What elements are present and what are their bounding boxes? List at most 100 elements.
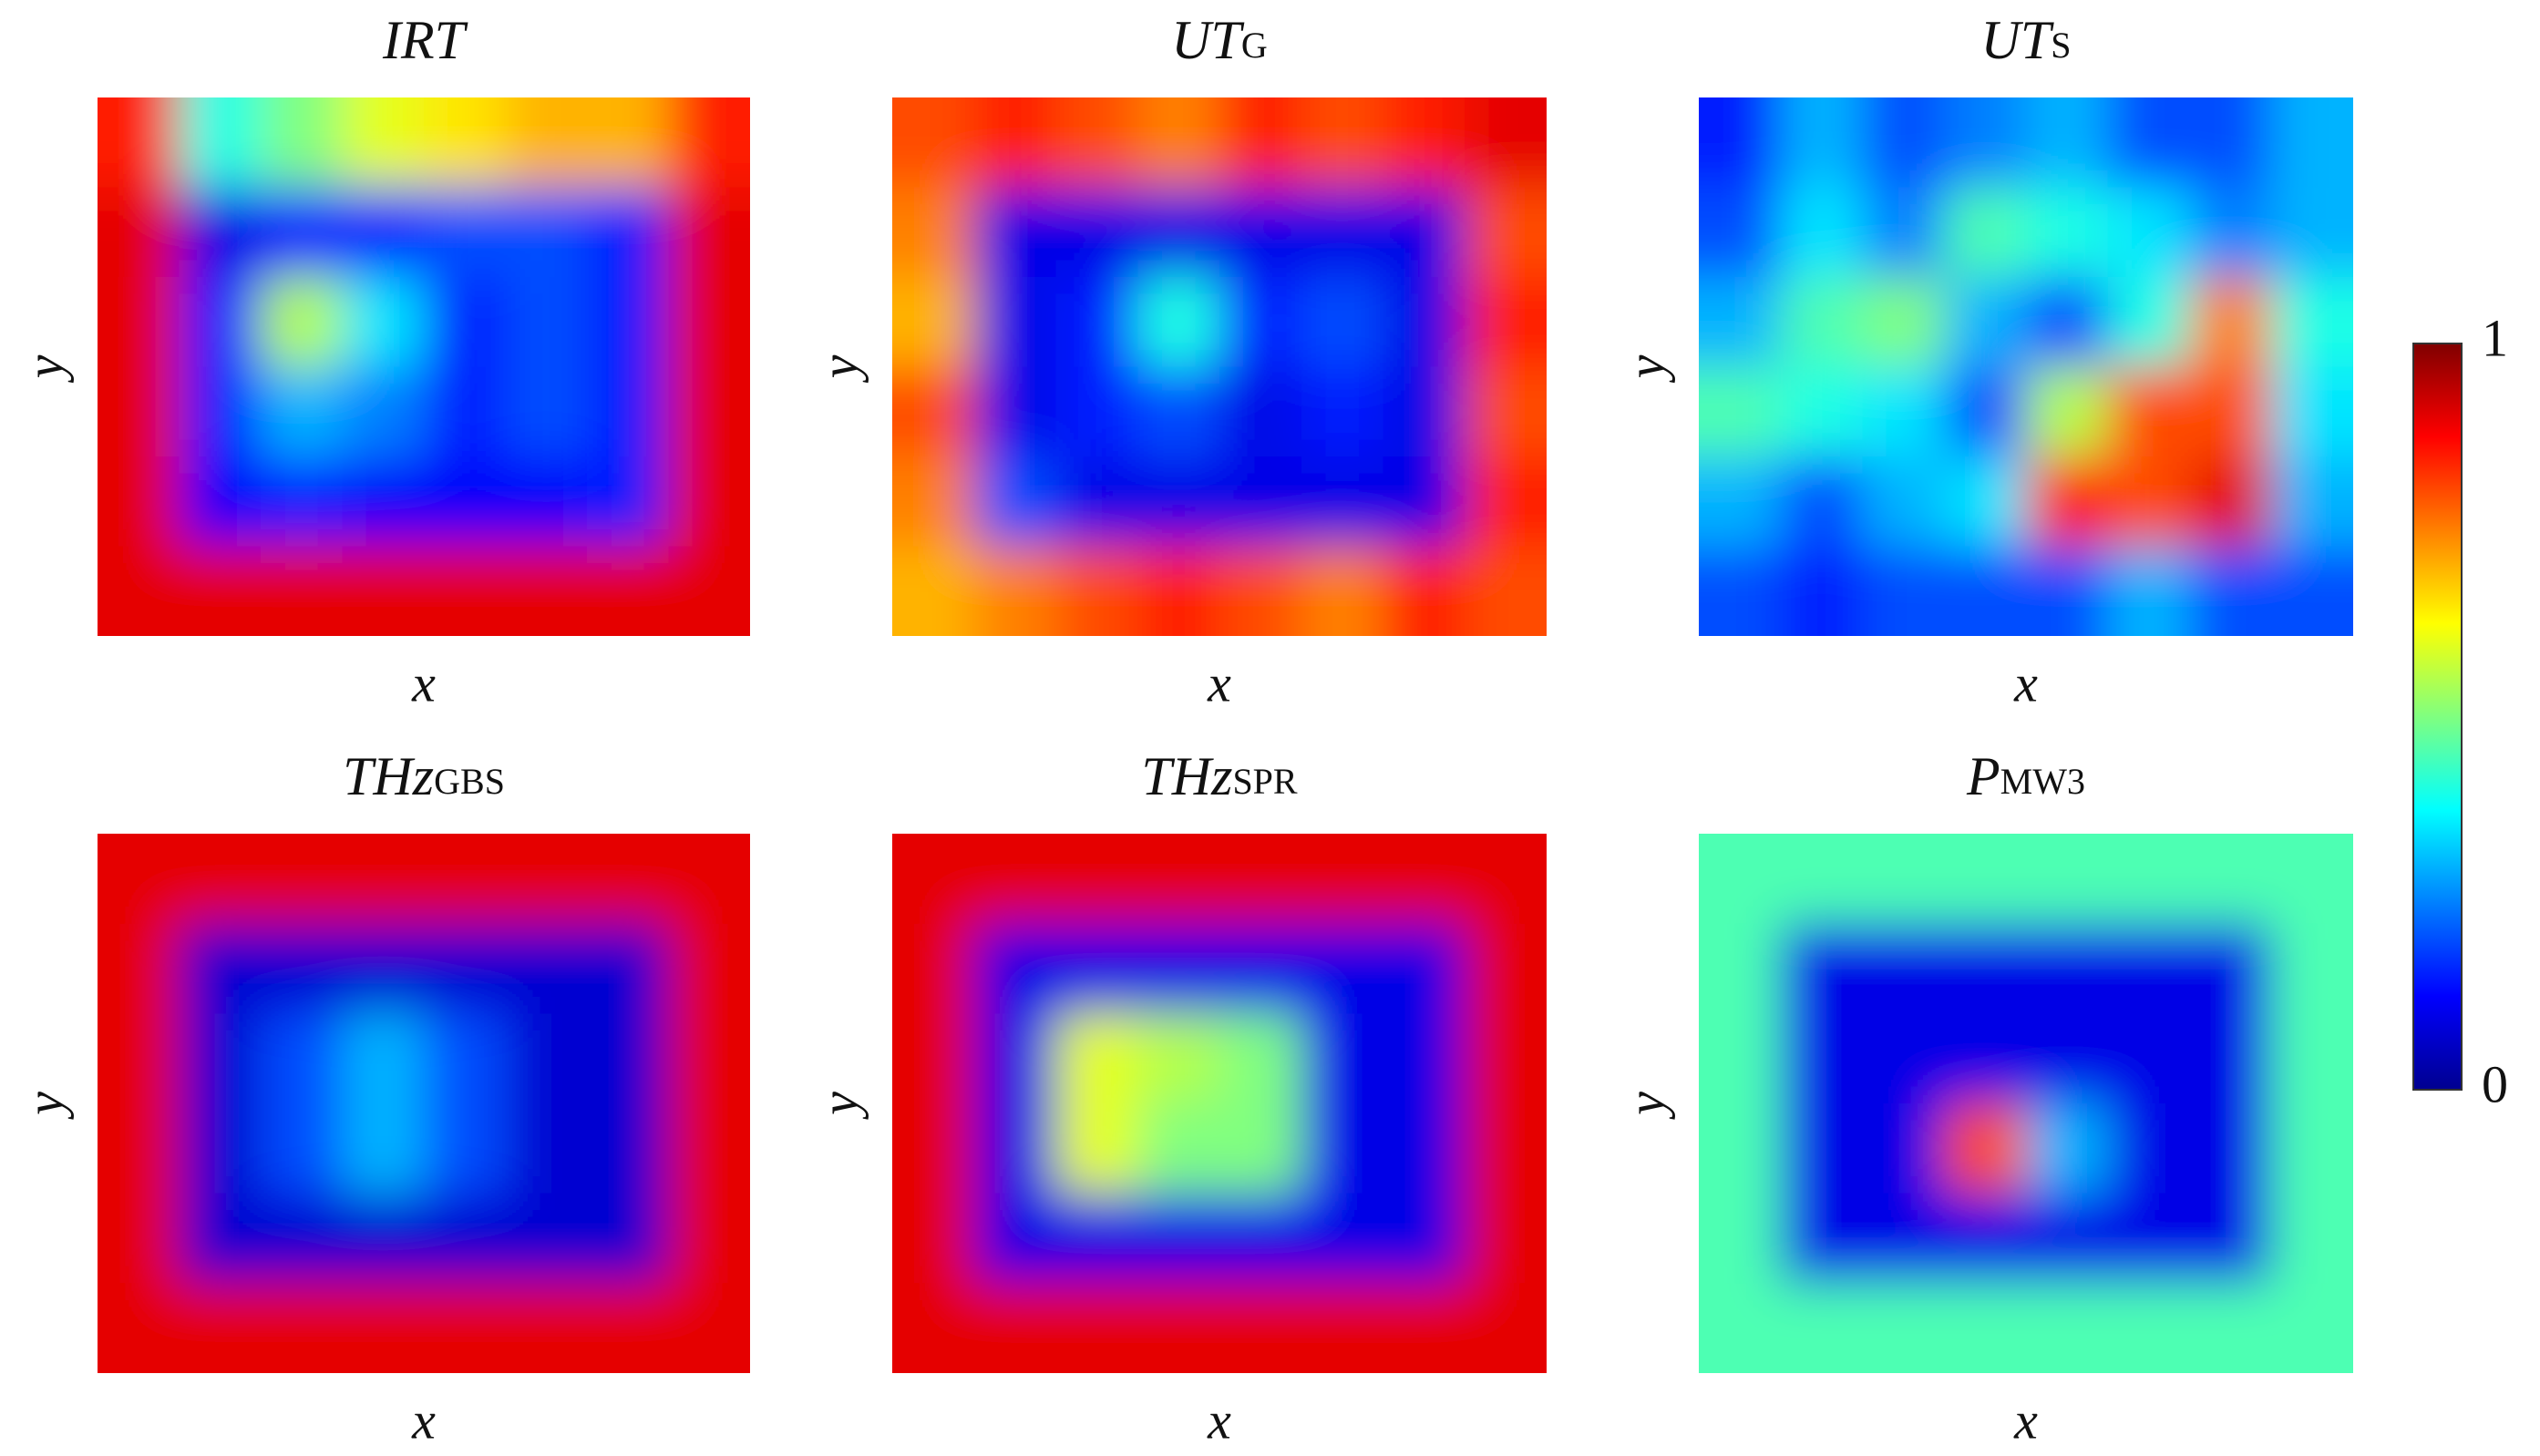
heatmap-cell bbox=[179, 187, 262, 278]
heatmap-cell bbox=[98, 456, 180, 548]
heatmap-cell bbox=[261, 1103, 344, 1195]
heatmap-cell bbox=[505, 834, 588, 925]
heatmap-cell bbox=[2189, 456, 2273, 548]
y-axis-label: y bbox=[1616, 1092, 1675, 1120]
heatmap-cell bbox=[1465, 456, 1547, 548]
heatmap-cell bbox=[2026, 923, 2109, 1015]
heatmap-cell bbox=[424, 97, 507, 189]
heatmap-cell bbox=[1383, 1193, 1466, 1285]
heatmap-cell bbox=[2189, 366, 2273, 457]
heatmap-cell bbox=[1137, 834, 1220, 925]
heatmap-cell bbox=[179, 546, 262, 636]
heatmap-cell bbox=[587, 1193, 670, 1285]
heatmap-cell bbox=[1465, 834, 1547, 925]
heatmap-cell bbox=[668, 546, 750, 636]
heatmap-cell bbox=[342, 366, 425, 457]
heatmap-cell bbox=[98, 1283, 180, 1373]
heatmap-cell bbox=[424, 1193, 507, 1285]
heatmap-cell bbox=[1137, 97, 1220, 189]
heatmap-cell bbox=[342, 456, 425, 548]
heatmap-cell bbox=[2271, 456, 2353, 548]
heatmap-cell bbox=[1862, 1283, 1946, 1373]
heatmap-cell bbox=[668, 366, 750, 457]
panel-title-sub: GBS bbox=[434, 761, 505, 802]
heatmap-cell bbox=[1219, 187, 1302, 278]
panel-title-main: UT bbox=[1981, 10, 2054, 70]
heatmap-cell bbox=[1219, 1283, 1302, 1373]
heatmap-cell bbox=[98, 546, 180, 636]
heatmap-cell bbox=[1862, 277, 1946, 368]
heatmap-cell bbox=[1465, 923, 1547, 1015]
heatmap-cell bbox=[1383, 187, 1466, 278]
heatmap-cell bbox=[1301, 277, 1384, 368]
panel-title: UTS bbox=[1981, 10, 2072, 70]
heatmap-cell bbox=[261, 834, 344, 925]
heatmap-cell bbox=[2107, 1103, 2191, 1195]
heatmap-cell bbox=[1219, 1013, 1302, 1104]
heatmap-cell bbox=[2026, 187, 2109, 278]
panel-title: THzGBS bbox=[343, 746, 505, 806]
heatmap-cell bbox=[2026, 277, 2109, 368]
heatmap-cell bbox=[1383, 1283, 1466, 1373]
heatmap-cell bbox=[1780, 834, 1864, 925]
heatmap-cell bbox=[1219, 834, 1302, 925]
panel-title-sub: S bbox=[2051, 25, 2071, 66]
heatmap-cell bbox=[892, 1103, 975, 1195]
heatmap-cell bbox=[1219, 923, 1302, 1015]
heatmap-cell bbox=[668, 1193, 750, 1285]
heatmap-cell bbox=[973, 834, 1057, 925]
heatmap-cell bbox=[1780, 97, 1864, 189]
heatmap-cell bbox=[2107, 97, 2191, 189]
heatmap-cell bbox=[1219, 97, 1302, 189]
y-axis-label: y bbox=[15, 354, 74, 383]
heatmap-cell bbox=[1465, 1193, 1547, 1285]
heatmap-cell bbox=[892, 187, 975, 278]
heatmap-cell bbox=[2107, 366, 2191, 457]
heatmap-cell bbox=[424, 366, 507, 457]
heatmap-cell bbox=[424, 1103, 507, 1195]
heatmap-cell bbox=[261, 187, 344, 278]
y-axis-label: y bbox=[15, 1092, 74, 1120]
heatmap-cell bbox=[2271, 366, 2353, 457]
heatmap-cell bbox=[1301, 456, 1384, 548]
heatmap-cell bbox=[1465, 187, 1547, 278]
heatmap-cell bbox=[1219, 277, 1302, 368]
heatmap-cell bbox=[1944, 923, 2027, 1015]
heatmap-cell bbox=[1465, 1283, 1547, 1373]
heatmap-cell bbox=[424, 187, 507, 278]
heatmap-cell bbox=[261, 277, 344, 368]
heatmap-cell bbox=[505, 366, 588, 457]
heatmap-cell bbox=[98, 834, 180, 925]
heatmap-cell bbox=[1383, 366, 1466, 457]
heatmap-cell bbox=[179, 366, 262, 457]
heatmap-cell bbox=[1862, 546, 1946, 636]
y-axis-label: y bbox=[809, 354, 869, 383]
x-axis-label: x bbox=[1207, 653, 1231, 713]
heatmap-cell bbox=[973, 1283, 1057, 1373]
heatmap-cell bbox=[1219, 546, 1302, 636]
heatmap-cell bbox=[1055, 456, 1139, 548]
heatmap-cell bbox=[587, 1013, 670, 1104]
heatmap-cell bbox=[973, 923, 1057, 1015]
heatmap-cell bbox=[668, 277, 750, 368]
heatmap-cell bbox=[2107, 1193, 2191, 1285]
heatmap-cell bbox=[2026, 1103, 2109, 1195]
x-axis-label: x bbox=[2013, 653, 2038, 713]
heatmap-cell bbox=[1780, 366, 1864, 457]
heatmap-cell bbox=[1465, 97, 1547, 189]
heatmap-cell bbox=[1301, 923, 1384, 1015]
heatmap-cell bbox=[973, 1013, 1057, 1104]
panel-title: UTG bbox=[1171, 10, 1268, 70]
heatmap-cell bbox=[668, 1013, 750, 1104]
panel-title: PMW3 bbox=[1966, 746, 2085, 806]
heatmap-cell bbox=[892, 277, 975, 368]
heatmap-cell bbox=[1944, 1283, 2027, 1373]
heatmap-cell bbox=[1137, 923, 1220, 1015]
heatmap-cell bbox=[1383, 546, 1466, 636]
y-axis-label: y bbox=[1616, 354, 1675, 383]
panel-title-main: P bbox=[1966, 746, 2000, 806]
heatmap-cell bbox=[1383, 834, 1466, 925]
heatmap-cell bbox=[2107, 277, 2191, 368]
heatmap-cell bbox=[505, 277, 588, 368]
heatmap-cell bbox=[587, 834, 670, 925]
